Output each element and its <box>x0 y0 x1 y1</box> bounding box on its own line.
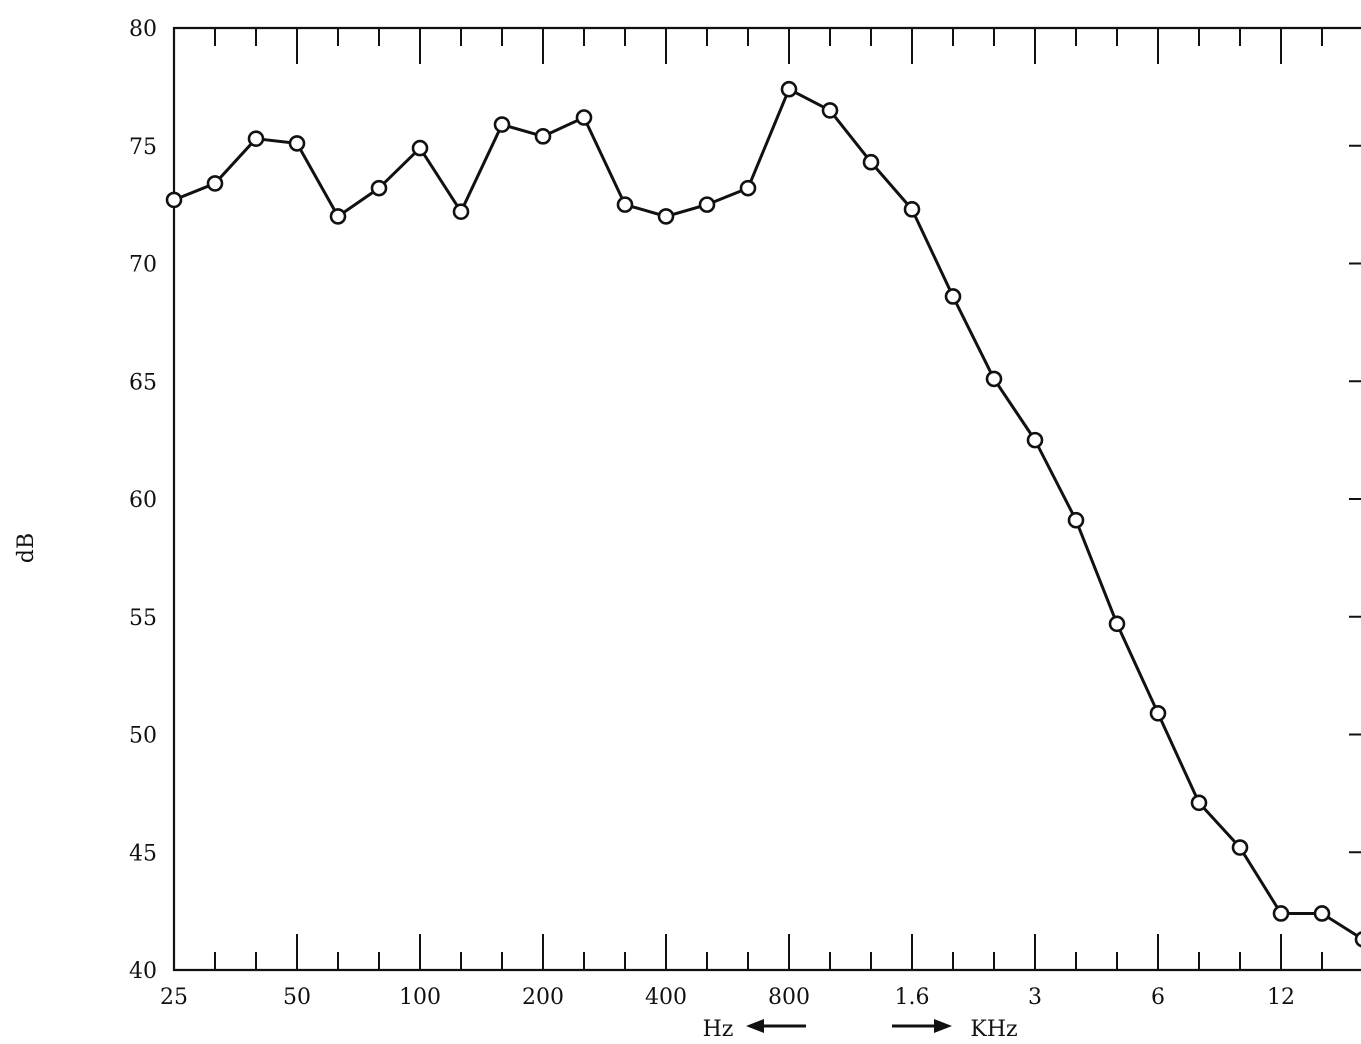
data-point <box>452 203 470 220</box>
y-tick-label: 80 <box>129 17 157 42</box>
x-tick-label: 3 <box>1028 985 1042 1010</box>
data-point <box>329 208 347 225</box>
data-point <box>1231 839 1249 856</box>
y-tick-label: 45 <box>129 841 157 866</box>
plot-frame <box>172 26 1361 972</box>
data-point <box>165 191 183 209</box>
x-tick-label: 400 <box>645 985 687 1010</box>
data-point <box>780 80 798 98</box>
x-tick-label: 800 <box>768 985 810 1010</box>
x-tick-label: 25 <box>160 985 188 1010</box>
data-point <box>903 201 921 218</box>
x-unit-right-label: KHz <box>970 1017 1017 1042</box>
data-point <box>944 288 962 305</box>
y-tick-label: 55 <box>129 606 157 631</box>
arrow-left-icon <box>746 1019 806 1033</box>
x-tick-label: 100 <box>399 985 441 1010</box>
x-tick-label: 1.6 <box>895 985 930 1010</box>
x-tick-label: 12 <box>1267 985 1295 1010</box>
y-tick-label: 50 <box>129 724 157 749</box>
data-point <box>821 102 839 119</box>
data-point <box>862 153 880 171</box>
x-tick-label: 6 <box>1151 985 1165 1010</box>
data-point <box>1067 511 1085 529</box>
data-point <box>985 370 1003 388</box>
y-axis: 40 45 50 55 60 65 70 75 80 <box>129 17 1361 984</box>
series-line <box>173 87 1361 940</box>
data-point <box>493 116 511 133</box>
data-point <box>1354 931 1361 948</box>
data-point <box>1313 905 1331 922</box>
data-point <box>1272 905 1290 922</box>
x-tick-label: 50 <box>283 985 311 1010</box>
series-line-path <box>173 87 1361 940</box>
data-point <box>1190 794 1208 812</box>
y-tick-label: 75 <box>129 135 157 160</box>
arrow-right-icon <box>892 1019 952 1033</box>
y-tick-label: 60 <box>129 488 157 513</box>
data-point <box>616 196 634 213</box>
data-point <box>1149 705 1167 722</box>
data-point <box>288 135 306 152</box>
data-point <box>698 196 716 213</box>
data-point <box>411 139 429 157</box>
data-point <box>1108 615 1126 633</box>
x-unit-left-label: Hz <box>703 1017 734 1042</box>
y-tick-label: 70 <box>129 253 157 278</box>
data-point <box>534 128 552 145</box>
data-point <box>370 179 388 197</box>
y-tick-label: 65 <box>129 370 157 395</box>
series-markers <box>165 80 1361 948</box>
data-point <box>657 208 675 225</box>
y-axis-label: dB <box>14 533 39 563</box>
x-axis: 25 50 100 200 400 800 1.6 3 6 12 <box>160 28 1323 1010</box>
data-point <box>247 130 265 147</box>
plot-frame-line <box>172 26 1361 972</box>
data-point <box>206 175 224 192</box>
data-point <box>739 179 757 197</box>
data-point <box>1026 431 1044 449</box>
y-tick-label: 40 <box>129 959 157 984</box>
x-tick-label: 200 <box>522 985 564 1010</box>
data-point <box>575 109 593 126</box>
